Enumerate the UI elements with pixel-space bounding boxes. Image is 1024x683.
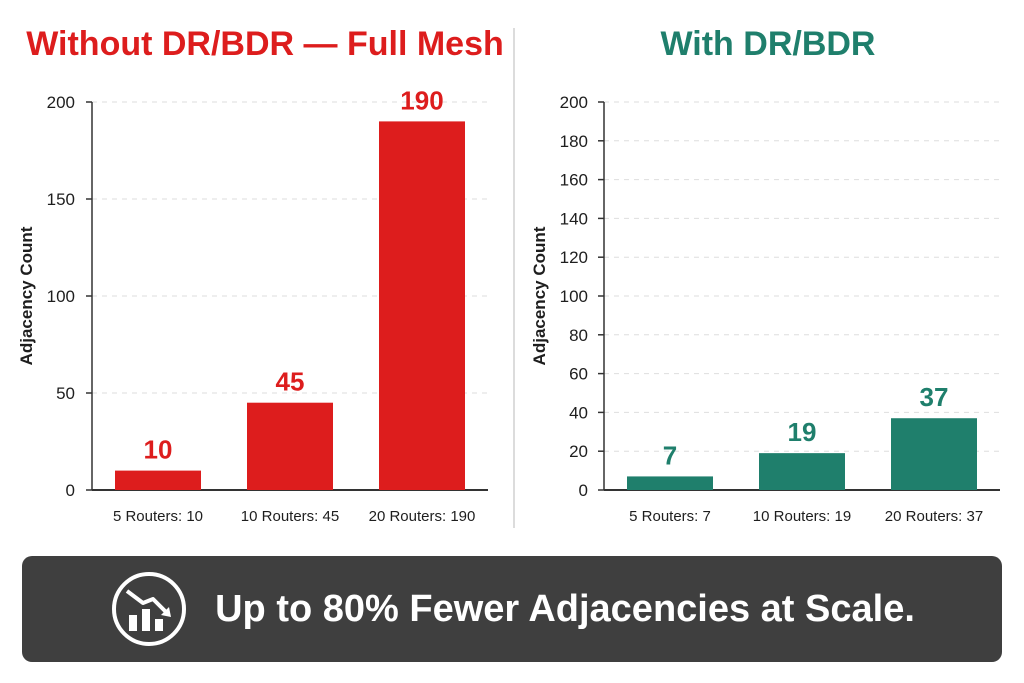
y-tick-label: 100	[47, 287, 75, 306]
chart-title: With DR/BDR	[661, 25, 876, 63]
bar	[247, 402, 333, 490]
summary-banner: Up to 80% Fewer Adjacencies at Scale.	[22, 556, 1002, 662]
data-label: 7	[663, 440, 677, 470]
charts-area: Without DR/BDR — Full Mesh050100150200Ad…	[17, 25, 1000, 528]
banner-text: Up to 80% Fewer Adjacencies at Scale.	[215, 587, 915, 630]
y-tick-label: 200	[560, 93, 588, 112]
bar	[759, 453, 845, 490]
chart-title: Without DR/BDR — Full Mesh	[26, 25, 504, 63]
y-tick-label: 40	[569, 403, 588, 422]
bar	[379, 121, 465, 491]
x-tick-label: 20 Routers: 190	[369, 508, 476, 525]
chart-down-icon	[112, 572, 187, 646]
x-tick-label: 5 Routers: 7	[629, 508, 711, 525]
y-tick-label: 50	[56, 384, 75, 403]
y-tick-label: 100	[560, 287, 588, 306]
y-tick-label: 180	[560, 132, 588, 151]
data-label: 37	[920, 382, 949, 412]
y-tick-label: 0	[579, 481, 588, 500]
x-tick-label: 5 Routers: 10	[113, 508, 203, 525]
y-axis-label: Adjacency Count	[17, 226, 36, 365]
bar	[891, 418, 977, 490]
y-tick-label: 60	[569, 365, 588, 384]
x-tick-label: 10 Routers: 19	[753, 508, 851, 525]
y-tick-label: 120	[560, 248, 588, 267]
data-label: 45	[276, 367, 305, 397]
y-tick-label: 140	[560, 209, 588, 228]
y-tick-label: 20	[569, 442, 588, 461]
chart-with-dr-bdr: With DR/BDR 0 20 40 60 80 100 120 140 160 180 200 Ad…	[530, 25, 1000, 525]
y-tick-label: 200	[47, 93, 75, 112]
data-label: 10	[144, 435, 173, 465]
y-tick-label: 160	[560, 171, 588, 190]
data-label: 190	[400, 85, 443, 115]
y-axis-label: Adjacency Count	[530, 226, 549, 365]
bar	[115, 470, 201, 490]
y-tick-label: 80	[569, 326, 588, 345]
chart-without-dr-bdr: Without DR/BDR — Full Mesh 0 50 100 150 200 Ad…	[17, 25, 504, 525]
x-tick-label: 20 Routers: 37	[885, 508, 983, 525]
x-tick-label: 10 Routers: 45	[241, 508, 339, 525]
y-tick-label: 0	[66, 481, 75, 500]
y-tick-label: 150	[47, 190, 75, 209]
data-label: 19	[788, 417, 817, 447]
bar	[627, 476, 713, 490]
